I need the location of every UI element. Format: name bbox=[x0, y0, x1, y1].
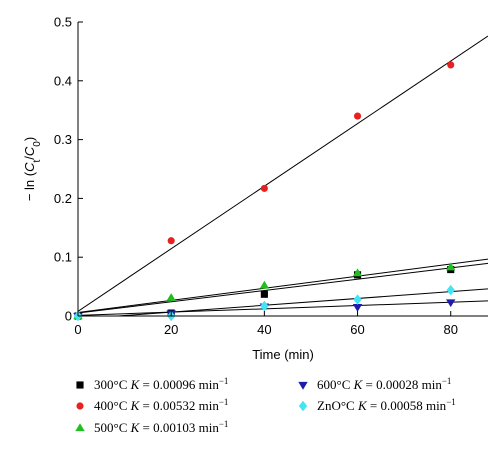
legend-label-part: 300°C bbox=[94, 377, 131, 392]
legend-label: 600°C K = 0.00028 min−1 bbox=[317, 376, 451, 392]
legend-marker bbox=[298, 381, 308, 390]
y-tick-label: 0.1 bbox=[54, 250, 72, 265]
legend-item: 600°C K = 0.00028 min−1 bbox=[298, 376, 451, 392]
legend-label: 500°C K = 0.00103 min−1 bbox=[94, 419, 228, 435]
y-axis-title-part: − ln ( bbox=[22, 171, 37, 201]
x-tick-label: 80 bbox=[443, 322, 457, 337]
legend-label-part: ZnO°C bbox=[317, 398, 358, 413]
y-tick-label: 0.5 bbox=[54, 15, 72, 30]
data-point bbox=[259, 280, 270, 289]
data-point bbox=[260, 290, 268, 298]
legend-item: 300°C K = 0.00096 min−1 bbox=[76, 376, 228, 392]
legend-label-part: K bbox=[130, 398, 141, 413]
legend-label-part: = 0.00103 min bbox=[139, 420, 219, 435]
fit-line-2 bbox=[78, 258, 488, 313]
data-point bbox=[352, 304, 363, 312]
y-axis-title-part: ) bbox=[22, 137, 37, 141]
legend-label: 300°C K = 0.00096 min−1 bbox=[94, 376, 228, 392]
legend-marker bbox=[76, 402, 84, 410]
data-point bbox=[260, 184, 268, 192]
legend-label-part: = 0.00058 min bbox=[367, 398, 447, 413]
data-point bbox=[166, 293, 176, 301]
fit-line-3 bbox=[78, 300, 488, 316]
legend-label-part: K bbox=[357, 398, 368, 413]
legend-label-part: 400°C bbox=[94, 398, 131, 413]
data-point bbox=[446, 262, 456, 271]
fit-line-0 bbox=[78, 262, 488, 314]
fit-lines bbox=[78, 35, 488, 316]
legend-marker bbox=[298, 400, 308, 412]
data-point bbox=[260, 300, 269, 312]
legend-label-part: −1 bbox=[446, 397, 456, 407]
legend-label-part: 500°C bbox=[94, 420, 131, 435]
y-tick-label: 0.3 bbox=[54, 132, 72, 147]
x-tick-label: 0 bbox=[74, 322, 81, 337]
y-axis-title-part: 0 bbox=[32, 141, 43, 147]
legend-label: 400°C K = 0.00532 min−1 bbox=[94, 397, 228, 413]
y-tick-label: 0.2 bbox=[54, 191, 72, 206]
fit-line-1 bbox=[78, 35, 488, 312]
legend-label-part: = 0.00096 min bbox=[139, 377, 219, 392]
y-axis-title-part: C bbox=[22, 162, 37, 172]
axes: 0 0.1 0.2 0.3 0.4 0.5 0 20 40 60 80 bbox=[54, 15, 488, 337]
legend-label-part: −1 bbox=[442, 376, 452, 386]
data-point bbox=[446, 299, 456, 308]
legend-label: ZnO°C K = 0.00058 min−1 bbox=[317, 397, 456, 413]
legend-label-part: K bbox=[130, 377, 141, 392]
legend-label-part: K bbox=[130, 420, 141, 435]
y-axis-title-part: C bbox=[22, 146, 37, 156]
legend-label-part: = 0.00532 min bbox=[139, 398, 219, 413]
x-axis-title: Time (min) bbox=[252, 347, 314, 362]
legend-item: 400°C K = 0.00532 min−1 bbox=[76, 397, 228, 413]
data-point bbox=[447, 61, 455, 69]
x-tick-label: 20 bbox=[164, 322, 178, 337]
fit-line-4 bbox=[111, 288, 488, 316]
legend-label-part: K bbox=[353, 377, 364, 392]
y-axis-title: − ln (Ct/C0) bbox=[22, 137, 43, 201]
legend-label-part: −1 bbox=[219, 397, 229, 407]
legend-label-part: −1 bbox=[219, 419, 229, 429]
data-point bbox=[167, 237, 175, 245]
legend-label-part: 600°C bbox=[317, 377, 354, 392]
y-axis-title-part: t bbox=[32, 160, 43, 163]
data-point bbox=[446, 284, 455, 296]
legend-marker bbox=[76, 381, 84, 389]
plot-area bbox=[73, 35, 488, 322]
x-tick-label: 60 bbox=[350, 322, 364, 337]
legend-item: ZnO°C K = 0.00058 min−1 bbox=[298, 397, 456, 413]
legend-label-part: −1 bbox=[219, 376, 229, 386]
legend-label-part: = 0.00028 min bbox=[362, 377, 442, 392]
y-tick-label: 0.4 bbox=[54, 73, 72, 88]
data-point bbox=[353, 294, 362, 305]
x-tick-label: 40 bbox=[257, 322, 271, 337]
y-axis-title-part: / bbox=[22, 156, 37, 160]
y-tick-label: 0 bbox=[65, 309, 72, 324]
legend-item: 500°C K = 0.00103 min−1 bbox=[75, 419, 228, 435]
data-point bbox=[352, 268, 363, 277]
legend-marker bbox=[75, 423, 85, 432]
data-point bbox=[353, 112, 362, 120]
